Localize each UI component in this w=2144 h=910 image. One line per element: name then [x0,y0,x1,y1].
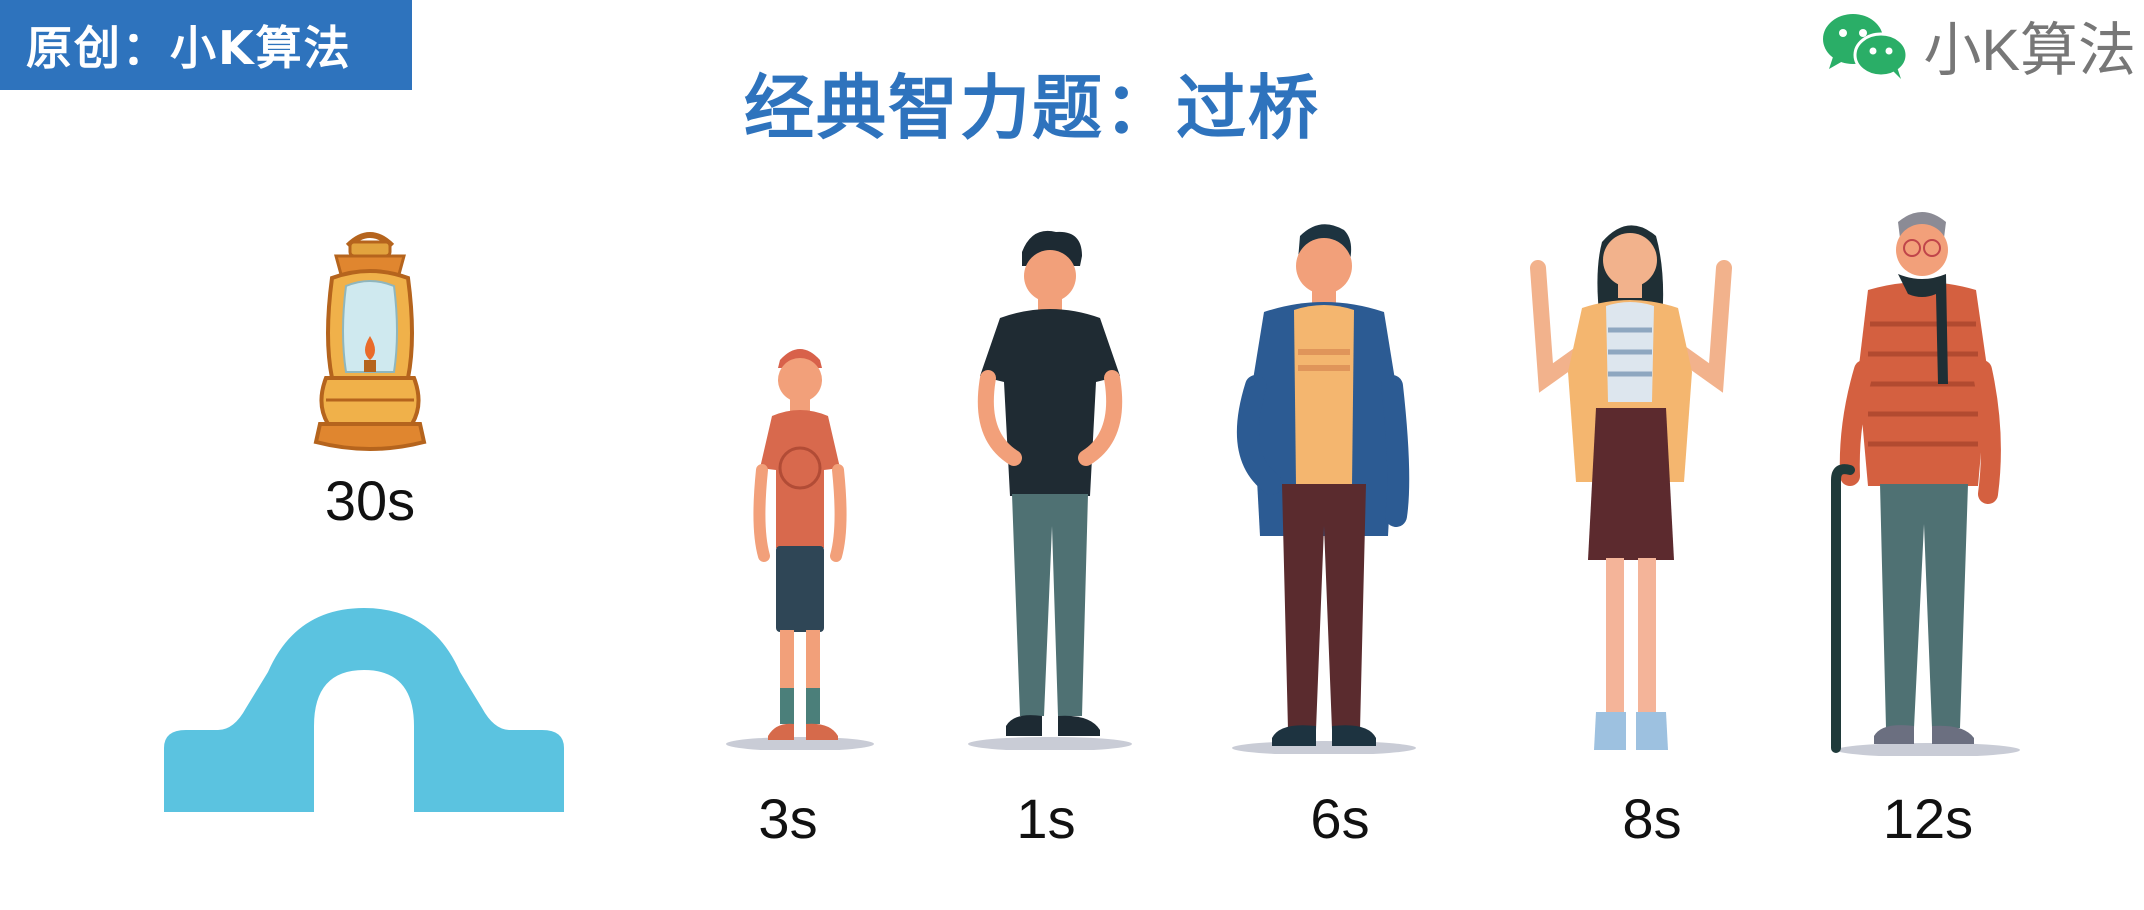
person-woman [1516,212,1746,752]
original-badge: 原创：小K算法 [0,0,412,90]
person-time-woman: 8s [1622,787,1682,850]
lamp-time: 30s [324,469,416,532]
person-time-man: 6s [1310,787,1370,850]
person-man [1220,216,1430,754]
person-time-boy: 3s [758,787,818,850]
wechat-icon [1823,14,1909,79]
person-time-old-man: 12s [1882,787,1974,850]
arch-bridge-icon [164,608,564,812]
logo-text: 小K算法 [1923,18,2136,83]
person-boy [720,338,880,750]
person-young-man [960,226,1140,750]
oil-lantern-icon [312,228,428,454]
page-title: 经典智力题：过桥 [744,67,1320,149]
badge-label: 原创：小K算法 [26,21,352,75]
person-old-man [1818,204,2028,756]
person-time-young-man: 1s [1016,787,1076,850]
brand-logo: 小K算法 [1819,6,2136,84]
